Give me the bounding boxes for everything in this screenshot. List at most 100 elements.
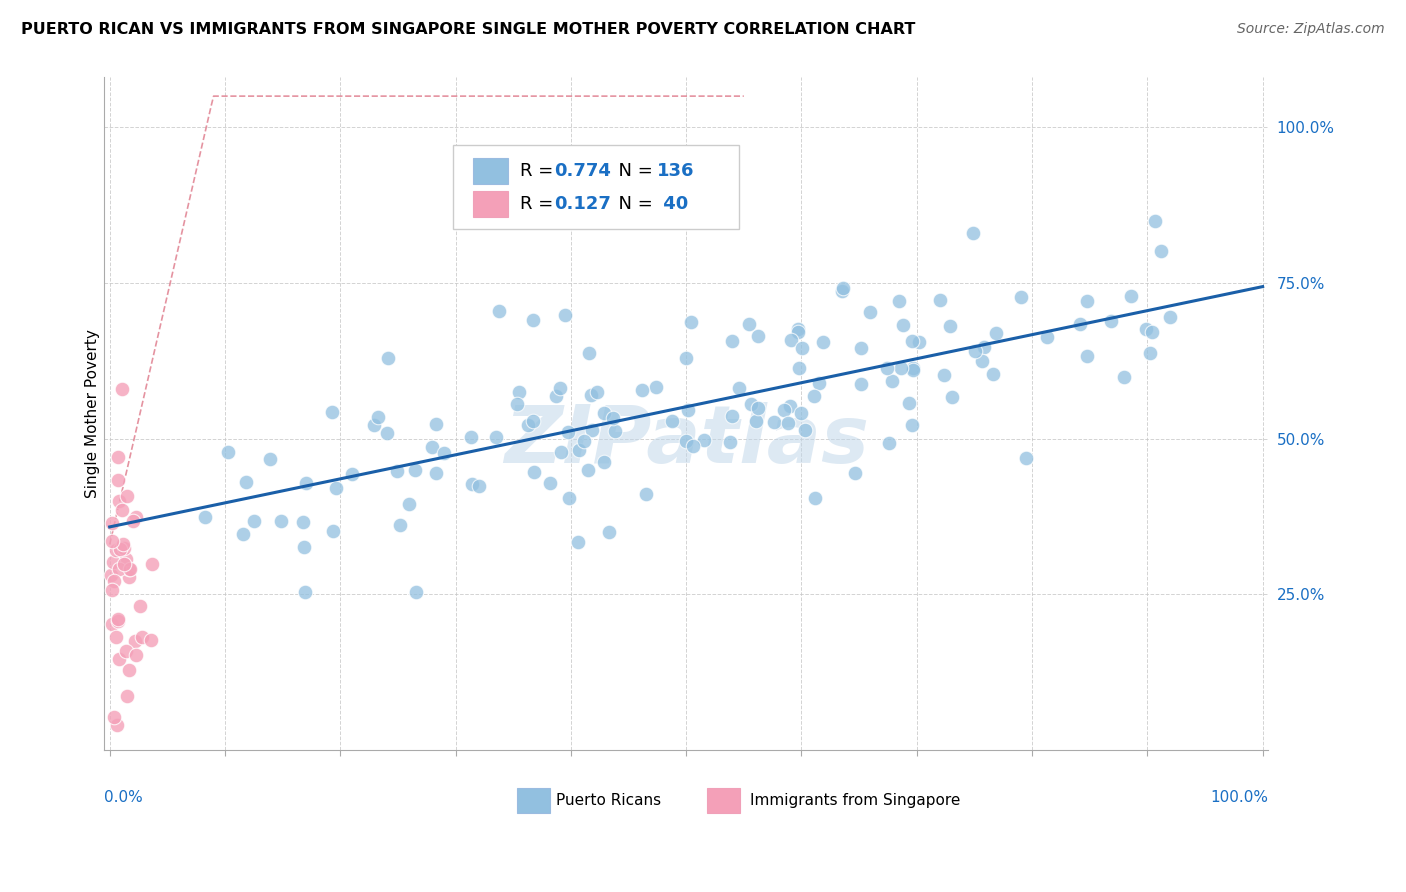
Point <box>107 493 129 508</box>
Point <box>740 397 762 411</box>
Point <box>292 515 315 529</box>
Point <box>973 341 995 355</box>
Point <box>675 351 697 365</box>
Point <box>567 442 589 457</box>
Point <box>103 574 125 589</box>
Point <box>115 552 138 566</box>
Point <box>1069 317 1091 331</box>
Point <box>125 510 148 524</box>
Point <box>773 403 796 417</box>
Point <box>682 439 704 453</box>
Point <box>787 361 810 376</box>
Point <box>811 335 834 350</box>
Point <box>558 491 581 505</box>
Point <box>388 518 411 533</box>
FancyBboxPatch shape <box>707 788 740 814</box>
Point <box>100 616 122 631</box>
Point <box>232 527 254 541</box>
Point <box>661 414 683 428</box>
Point <box>1015 451 1038 466</box>
Point <box>858 304 880 318</box>
Point <box>602 410 624 425</box>
Point <box>115 489 138 503</box>
Point <box>738 318 761 332</box>
Point <box>425 466 447 480</box>
Point <box>460 430 482 444</box>
Point <box>941 390 963 404</box>
Point <box>405 585 427 599</box>
Point <box>1135 321 1157 335</box>
Point <box>270 514 292 528</box>
Point <box>903 363 925 377</box>
Point <box>105 542 128 557</box>
Point <box>259 451 281 466</box>
Text: 136: 136 <box>657 162 695 180</box>
Point <box>111 382 134 396</box>
Point <box>111 537 134 551</box>
Point <box>579 388 602 402</box>
Point <box>108 541 131 556</box>
Point <box>129 599 152 613</box>
Point <box>576 463 599 477</box>
Point <box>1036 330 1059 344</box>
Text: ZIPatlas: ZIPatlas <box>503 401 869 480</box>
Point <box>322 524 344 539</box>
Point <box>965 344 987 359</box>
Point <box>786 325 808 339</box>
Point <box>718 435 741 450</box>
Point <box>550 445 572 459</box>
Point <box>1099 314 1122 328</box>
Point <box>105 718 128 732</box>
Point <box>681 315 703 329</box>
Point <box>105 631 128 645</box>
Point <box>522 313 544 327</box>
Point <box>790 406 813 420</box>
Point <box>508 385 530 400</box>
Point <box>803 389 825 403</box>
Text: Immigrants from Singapore: Immigrants from Singapore <box>751 793 960 808</box>
Text: N =: N = <box>607 194 658 213</box>
Point <box>851 342 873 356</box>
Point <box>108 562 131 576</box>
Point <box>790 341 813 355</box>
Point <box>598 525 620 540</box>
Point <box>235 475 257 489</box>
Point <box>780 334 803 348</box>
Point <box>693 434 716 448</box>
Point <box>907 335 929 350</box>
Point <box>115 644 138 658</box>
Point <box>101 582 124 597</box>
Point <box>363 418 385 433</box>
Point <box>118 562 141 576</box>
Point <box>970 353 993 368</box>
Point <box>1076 293 1098 308</box>
Point <box>107 450 129 465</box>
Point <box>325 481 347 495</box>
Point <box>1112 369 1135 384</box>
Point <box>523 466 546 480</box>
Point <box>103 710 125 724</box>
Point <box>678 402 700 417</box>
Text: R =: R = <box>520 162 558 180</box>
Point <box>567 535 589 549</box>
Point <box>433 446 456 460</box>
Point <box>585 385 607 400</box>
Point <box>425 417 447 432</box>
Point <box>962 226 984 240</box>
Point <box>107 614 129 628</box>
Point <box>120 562 142 576</box>
Point <box>1142 325 1164 339</box>
Point <box>100 567 122 582</box>
Point <box>675 434 697 448</box>
Point <box>398 497 420 511</box>
Point <box>294 585 316 599</box>
Point <box>578 346 600 360</box>
Point <box>787 322 810 336</box>
Point <box>929 293 952 308</box>
Point <box>107 612 129 626</box>
Point <box>404 463 426 477</box>
Point <box>522 414 544 428</box>
Point <box>554 309 576 323</box>
Point <box>1010 290 1032 304</box>
Point <box>125 648 148 663</box>
